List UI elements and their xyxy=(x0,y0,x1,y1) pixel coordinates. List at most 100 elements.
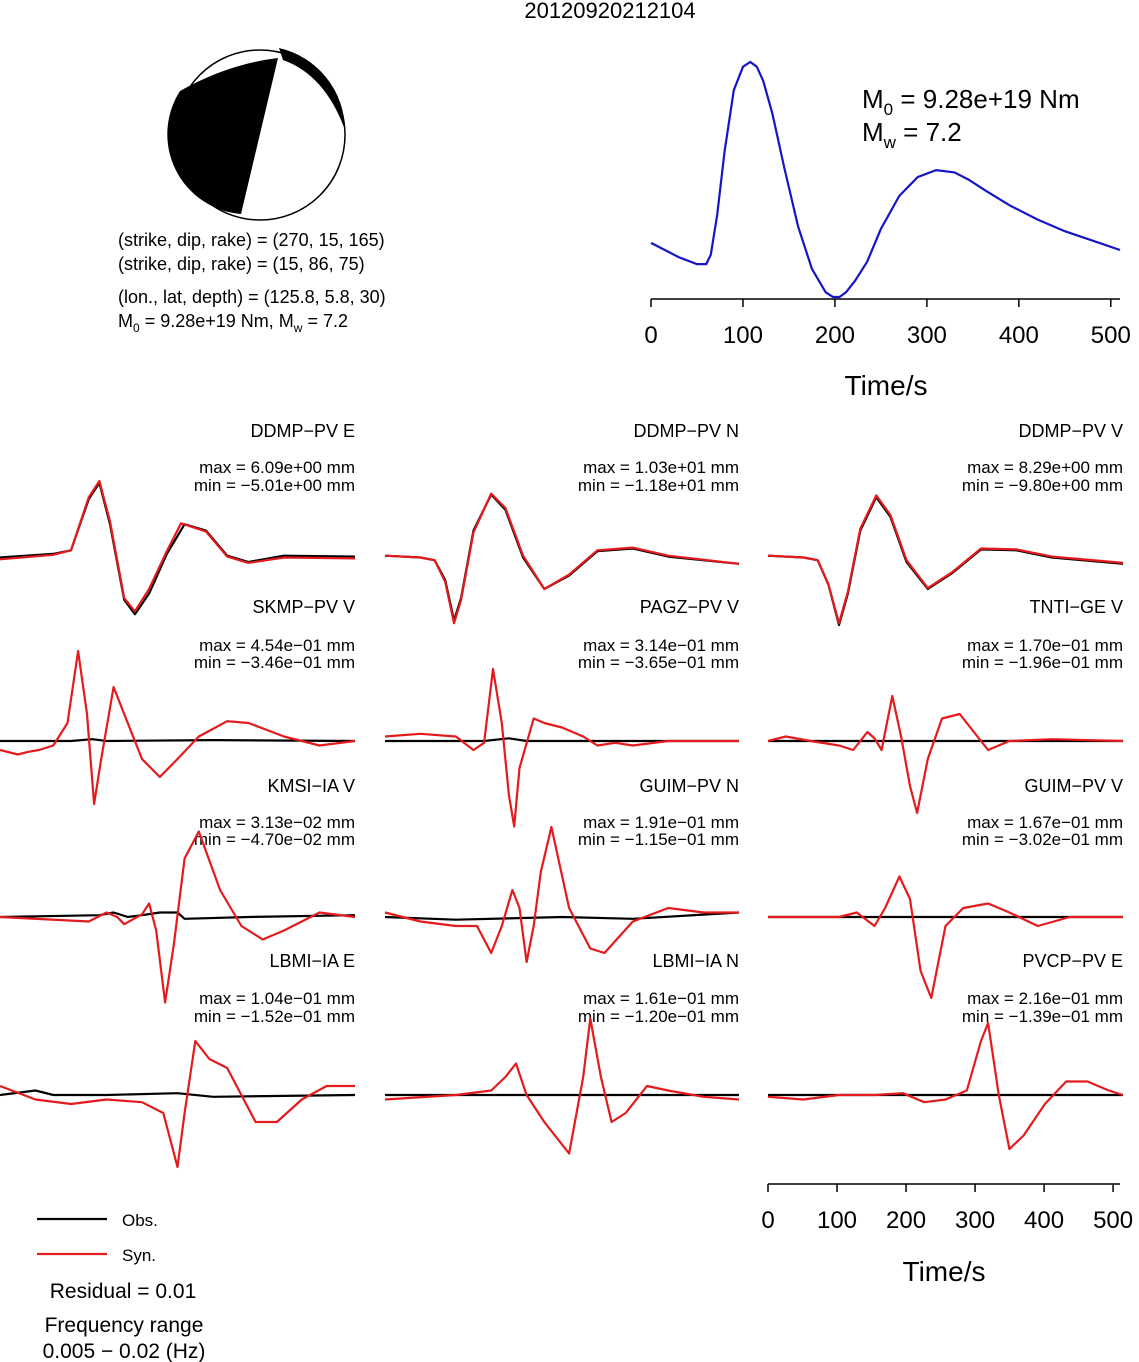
max-amplitude: max = 3.14e−01 mm xyxy=(583,636,739,655)
max-amplitude: max = 1.67e−01 mm xyxy=(967,813,1123,832)
nodal-plane-1: (strike, dip, rake) = (270, 15, 165) xyxy=(118,230,385,250)
max-amplitude: max = 1.61e−01 mm xyxy=(583,989,739,1008)
min-amplitude: min = −3.65e−01 mm xyxy=(578,653,739,672)
synthetic-trace xyxy=(0,649,356,806)
observed-trace xyxy=(384,911,740,921)
station-label: LBMI−IA E xyxy=(269,951,355,971)
station-label: PVCP−PV E xyxy=(1022,951,1123,971)
min-amplitude: min = −5.01e+00 mm xyxy=(194,476,355,495)
synthetic-trace xyxy=(767,1021,1124,1151)
station-label: DDMP−PV E xyxy=(250,421,355,441)
source-time-function: 0 100 200 300 400 500 Time/s M0 = 9.28e+19 Nm… xyxy=(644,60,1131,401)
min-amplitude: min = −1.96e−01 mm xyxy=(962,653,1123,672)
waveform-tick-label: 200 xyxy=(886,1207,926,1234)
waveform-x-label: Time/s xyxy=(903,1256,986,1287)
min-amplitude: min = −3.02e−01 mm xyxy=(962,830,1123,849)
waveform-tick-label: 100 xyxy=(817,1207,857,1234)
station-label: GUIM−PV N xyxy=(639,776,739,796)
stf-tick-label: 200 xyxy=(815,322,855,349)
station-label: KMSI−IA V xyxy=(267,776,355,796)
station-label: SKMP−PV V xyxy=(252,597,355,617)
max-amplitude: max = 2.16e−01 mm xyxy=(967,989,1123,1008)
station-label: DDMP−PV V xyxy=(1018,421,1123,441)
beachball-compression-west xyxy=(167,58,278,214)
max-amplitude: max = 4.54e−01 mm xyxy=(199,636,355,655)
max-amplitude: max = 6.09e+00 mm xyxy=(199,458,355,477)
observed-trace xyxy=(0,481,356,616)
stf-tick-label: 300 xyxy=(907,322,947,349)
stf-tick-label: 500 xyxy=(1091,322,1131,349)
figure-title: 20120920212104 xyxy=(524,0,695,23)
stf-x-label: Time/s xyxy=(845,370,928,401)
stf-tick-label: 0 xyxy=(644,322,657,349)
station-label: TNTI−GE V xyxy=(1029,597,1123,617)
synthetic-trace xyxy=(0,479,356,613)
stf-mw-label: Mw = 7.2 xyxy=(862,117,962,152)
frequency-range-value: 0.005 − 0.02 (Hz) xyxy=(43,1340,206,1362)
max-amplitude: max = 1.04e−01 mm xyxy=(199,989,355,1008)
beachball-compression-ne xyxy=(279,48,345,130)
max-amplitude: max = 1.70e−01 mm xyxy=(967,636,1123,655)
max-amplitude: max = 8.29e+00 mm xyxy=(967,458,1123,477)
synthetic-trace xyxy=(767,494,1124,625)
min-amplitude: min = −1.39e−01 mm xyxy=(962,1007,1123,1026)
frequency-range-label: Frequency range xyxy=(45,1314,204,1337)
legend-syn-label: Syn. xyxy=(122,1246,156,1265)
waveform-tick-label: 500 xyxy=(1093,1207,1133,1234)
min-amplitude: min = −1.18e+01 mm xyxy=(578,476,739,495)
max-amplitude: max = 3.13e−02 mm xyxy=(199,813,355,832)
min-amplitude: min = −1.52e−01 mm xyxy=(194,1007,355,1026)
synthetic-trace xyxy=(384,492,740,625)
synthetic-trace xyxy=(384,825,739,964)
residual: Residual = 0.01 xyxy=(50,1280,197,1303)
min-amplitude: min = −9.80e+00 mm xyxy=(962,476,1123,495)
synthetic-trace xyxy=(0,1039,355,1169)
waveform-tick-label: 400 xyxy=(1024,1207,1064,1234)
waveform-x-axis: 0 100 200 300 400 500 xyxy=(761,1183,1133,1234)
observed-trace xyxy=(385,737,739,743)
min-amplitude: min = −1.20e−01 mm xyxy=(578,1007,739,1026)
synthetic-trace xyxy=(767,694,1124,815)
station-label: LBMI−IA N xyxy=(652,951,739,971)
observed-trace xyxy=(0,738,356,743)
moment-magnitude: M0 = 9.28e+19 Nm, Mw = 7.2 xyxy=(118,311,348,335)
station-label: PAGZ−PV V xyxy=(640,597,739,617)
max-amplitude: max = 1.91e−01 mm xyxy=(583,813,739,832)
stf-tick-label: 100 xyxy=(723,322,763,349)
synthetic-trace xyxy=(0,830,356,1004)
synthetic-trace xyxy=(768,875,1123,1000)
mechanism-text: (strike, dip, rake) = (270, 15, 165) (st… xyxy=(118,230,386,335)
synthetic-trace xyxy=(384,1017,740,1155)
synthetic-trace xyxy=(384,667,739,828)
observed-trace xyxy=(0,1089,356,1098)
station-label: DDMP−PV N xyxy=(633,421,739,441)
beachball xyxy=(167,48,346,221)
waveform-tick-label: 300 xyxy=(955,1207,995,1234)
min-amplitude: min = −4.70e−02 mm xyxy=(194,830,355,849)
stf-tick-label: 400 xyxy=(999,322,1039,349)
stf-line xyxy=(650,60,1121,299)
max-amplitude: max = 1.03e+01 mm xyxy=(583,458,739,477)
min-amplitude: min = −1.15e−01 mm xyxy=(578,830,739,849)
waveform-tick-label: 0 xyxy=(761,1207,774,1234)
nodal-plane-2: (strike, dip, rake) = (15, 86, 75) xyxy=(118,254,365,274)
stf-m0-label: M0 = 9.28e+19 Nm xyxy=(862,84,1080,119)
min-amplitude: min = −3.46e−01 mm xyxy=(194,653,355,672)
legend: Obs. Syn. xyxy=(37,1211,158,1265)
legend-obs-label: Obs. xyxy=(122,1211,158,1230)
stf-x-axis: 0 100 200 300 400 500 xyxy=(644,298,1131,349)
